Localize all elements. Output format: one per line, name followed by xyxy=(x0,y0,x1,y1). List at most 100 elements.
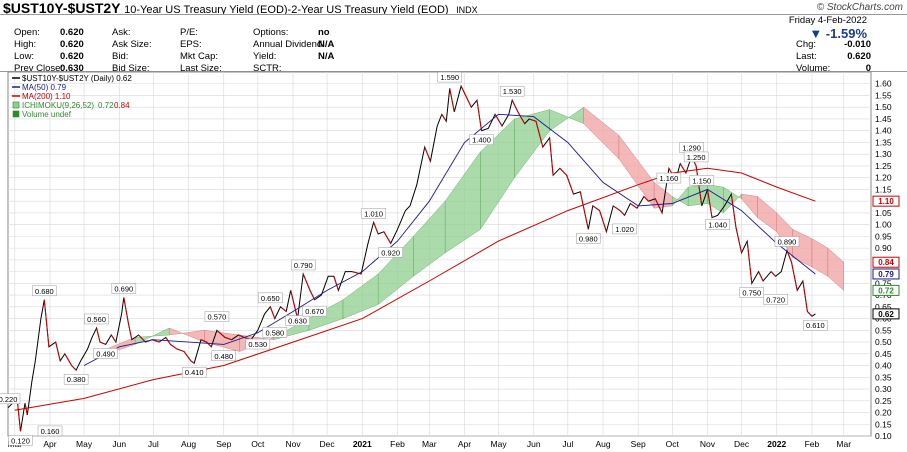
stat-label: Bid: xyxy=(112,51,129,62)
price-down-segment xyxy=(691,156,697,167)
symbol-description: 10-Year US Treasury Yield (EOD)-2-Year U… xyxy=(124,4,449,16)
point-label: 0.980 xyxy=(579,234,598,243)
y-tick-label: 1.05 xyxy=(875,208,892,218)
point-label: 1.160 xyxy=(659,174,678,183)
y-tick-label: 1.25 xyxy=(875,161,892,171)
x-tick-label: Sep xyxy=(216,439,231,449)
y-tick-label: 0.35 xyxy=(875,372,892,382)
price-down-segment xyxy=(643,196,649,202)
stat-label: Options: xyxy=(253,27,289,38)
ichimoku-cloud-segment xyxy=(776,212,793,259)
point-label-box xyxy=(111,283,137,294)
point-label: 1.290 xyxy=(682,144,701,153)
point-label: 0.120 xyxy=(11,436,30,445)
point-label: 0.670 xyxy=(305,307,324,316)
axis-tag-box xyxy=(872,195,900,207)
ichimoku-cloud-segment xyxy=(672,186,689,207)
ichimoku-cloud-segment xyxy=(480,118,515,231)
x-tick-label: Mar xyxy=(836,439,851,449)
price-down-segment xyxy=(599,210,607,232)
y-tick-label: 1.30 xyxy=(875,149,892,159)
price-down-segment xyxy=(592,205,600,211)
stat-value: 0.620 xyxy=(60,39,84,50)
axis-tag-label: 0.79 xyxy=(878,270,894,279)
price-down-segment xyxy=(791,262,798,291)
y-tick-label: 1.50 xyxy=(875,102,892,112)
axis-tag-label: 0.62 xyxy=(878,310,894,319)
y-tick-label: 0.45 xyxy=(875,349,892,359)
price-down-segment xyxy=(24,403,28,415)
x-tick-label: Aug xyxy=(595,439,610,449)
point-label-box xyxy=(612,223,637,235)
point-label-box xyxy=(245,338,271,350)
stats-panel: Open: 0.620 High: 0.620 Low: 0.620 Prev Close:… xyxy=(0,14,907,74)
point-label-box xyxy=(204,311,230,322)
price-down-segment xyxy=(123,297,129,324)
axis-tag-label: 1.10 xyxy=(878,197,894,206)
ichimoku-cloud-segment xyxy=(583,106,620,160)
ichimoku-cloud-segment xyxy=(444,151,481,254)
price-down-segment xyxy=(746,241,753,284)
price-down-segment xyxy=(224,336,232,341)
point-label: 0.220 xyxy=(0,395,17,404)
legend-value: 0.84 xyxy=(114,101,130,110)
ichimoku-cloud-segment xyxy=(342,273,379,319)
point-label-box xyxy=(763,294,788,305)
point-label-box xyxy=(302,305,327,317)
price-down-segment xyxy=(183,351,192,362)
point-label-box xyxy=(499,85,525,97)
price-down-segment xyxy=(559,167,568,176)
exchange-label: INDX xyxy=(456,5,478,15)
point-label: 1.400 xyxy=(472,136,491,145)
point-label: 0.490 xyxy=(96,349,115,358)
y-tick-label: 1.35 xyxy=(875,137,892,147)
point-label: 0.920 xyxy=(381,248,400,257)
x-tick-label: Mar xyxy=(7,439,22,449)
stat-label: Bid Size: xyxy=(112,63,150,74)
price-down-segment xyxy=(579,191,589,230)
price-down-segment xyxy=(165,337,171,345)
ichimoku-cloud-segment xyxy=(377,235,414,305)
plot-area xyxy=(7,71,872,437)
point-label-box xyxy=(739,287,765,298)
point-label: 0.750 xyxy=(742,288,761,297)
stat-label: Last Size: xyxy=(180,63,222,74)
x-tick-label: Jul xyxy=(562,439,573,449)
legend-swatch xyxy=(12,101,20,109)
price-down-segment xyxy=(517,111,526,124)
quote-date: Friday 4-Feb-2022 xyxy=(788,15,867,26)
y-tick-label: 0.50 xyxy=(875,337,892,347)
point-label: 1.250 xyxy=(687,153,706,162)
price-down-segment xyxy=(730,194,737,228)
y-tick-label: 0.70 xyxy=(875,290,892,300)
ichimoku-cloud-segment xyxy=(741,193,758,219)
x-tick-label: Oct xyxy=(666,439,680,449)
point-label: 0.650 xyxy=(261,294,280,303)
point-label-box xyxy=(437,71,462,83)
y-tick-label: 1.45 xyxy=(875,114,892,124)
stat-value: no xyxy=(318,27,330,38)
y-tick-label: 0.85 xyxy=(875,255,892,265)
price-down-segment xyxy=(612,205,621,211)
point-label: 0.480 xyxy=(214,352,233,361)
axis-tag-label: 0.84 xyxy=(878,258,894,267)
point-label: 0.160 xyxy=(41,427,60,436)
point-label-box xyxy=(679,142,704,153)
legend-swatch xyxy=(12,110,20,118)
x-tick-label: May xyxy=(491,439,508,449)
point-label: 1.010 xyxy=(364,209,383,218)
x-tick-label: Jul xyxy=(148,439,159,449)
change-percent: ▼ -1.59% xyxy=(809,26,867,41)
y-tick-label: 1.55 xyxy=(875,90,892,100)
point-label-box xyxy=(63,373,89,385)
price-down-segment xyxy=(807,311,813,317)
ichimoku-cloud-segment xyxy=(811,238,829,277)
chart-title: $UST10Y-$UST2Y 10-Year US Treasury Yield… xyxy=(3,0,478,16)
stat-label: Mkt Cap: xyxy=(180,51,219,62)
ichimoku-cloud-segment xyxy=(134,327,170,345)
price-down-segment xyxy=(138,334,146,343)
legend-value: 0.72 xyxy=(98,101,114,110)
x-tick-label: 2021 xyxy=(353,439,372,449)
axis-tag-box xyxy=(872,256,900,268)
stat-value: 0.620 xyxy=(60,51,84,62)
